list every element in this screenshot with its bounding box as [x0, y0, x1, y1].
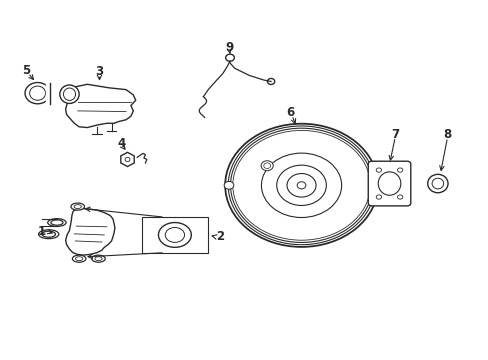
Ellipse shape — [95, 257, 102, 261]
Ellipse shape — [74, 204, 81, 208]
Ellipse shape — [48, 219, 66, 226]
Ellipse shape — [377, 172, 400, 195]
Ellipse shape — [297, 182, 305, 189]
Ellipse shape — [261, 161, 273, 171]
Ellipse shape — [63, 88, 75, 100]
Ellipse shape — [267, 78, 274, 85]
Ellipse shape — [30, 86, 45, 100]
Ellipse shape — [71, 203, 84, 210]
Ellipse shape — [51, 220, 63, 225]
Polygon shape — [121, 152, 134, 167]
Ellipse shape — [397, 168, 402, 172]
Ellipse shape — [375, 195, 381, 199]
Text: 9: 9 — [224, 41, 233, 54]
Polygon shape — [65, 84, 136, 127]
Ellipse shape — [75, 257, 82, 261]
Ellipse shape — [261, 153, 341, 217]
Text: 6: 6 — [285, 106, 294, 119]
Ellipse shape — [224, 124, 377, 247]
Ellipse shape — [42, 231, 55, 237]
Ellipse shape — [25, 82, 50, 104]
Polygon shape — [65, 208, 115, 255]
Text: 8: 8 — [443, 128, 451, 141]
Ellipse shape — [427, 174, 447, 193]
Text: 5: 5 — [22, 64, 30, 77]
Ellipse shape — [39, 230, 59, 239]
Ellipse shape — [263, 163, 270, 168]
Ellipse shape — [368, 181, 378, 189]
Ellipse shape — [158, 222, 191, 247]
Text: 1: 1 — [37, 225, 45, 238]
Bar — [141, 217, 208, 253]
Ellipse shape — [72, 255, 86, 262]
Ellipse shape — [60, 85, 79, 103]
Ellipse shape — [375, 168, 381, 172]
Ellipse shape — [225, 54, 234, 61]
Ellipse shape — [125, 157, 130, 162]
FancyBboxPatch shape — [367, 161, 410, 206]
Ellipse shape — [286, 174, 315, 197]
Text: 4: 4 — [117, 137, 125, 150]
Text: 3: 3 — [95, 66, 103, 78]
Ellipse shape — [431, 178, 443, 189]
Text: 2: 2 — [216, 230, 224, 243]
Ellipse shape — [92, 255, 105, 262]
Text: 7: 7 — [390, 128, 399, 141]
Ellipse shape — [165, 228, 184, 242]
Ellipse shape — [228, 126, 374, 245]
Bar — [46, 82, 52, 104]
Ellipse shape — [397, 195, 402, 199]
Ellipse shape — [230, 128, 372, 242]
Ellipse shape — [276, 165, 325, 206]
Ellipse shape — [224, 181, 233, 189]
Ellipse shape — [232, 130, 369, 240]
